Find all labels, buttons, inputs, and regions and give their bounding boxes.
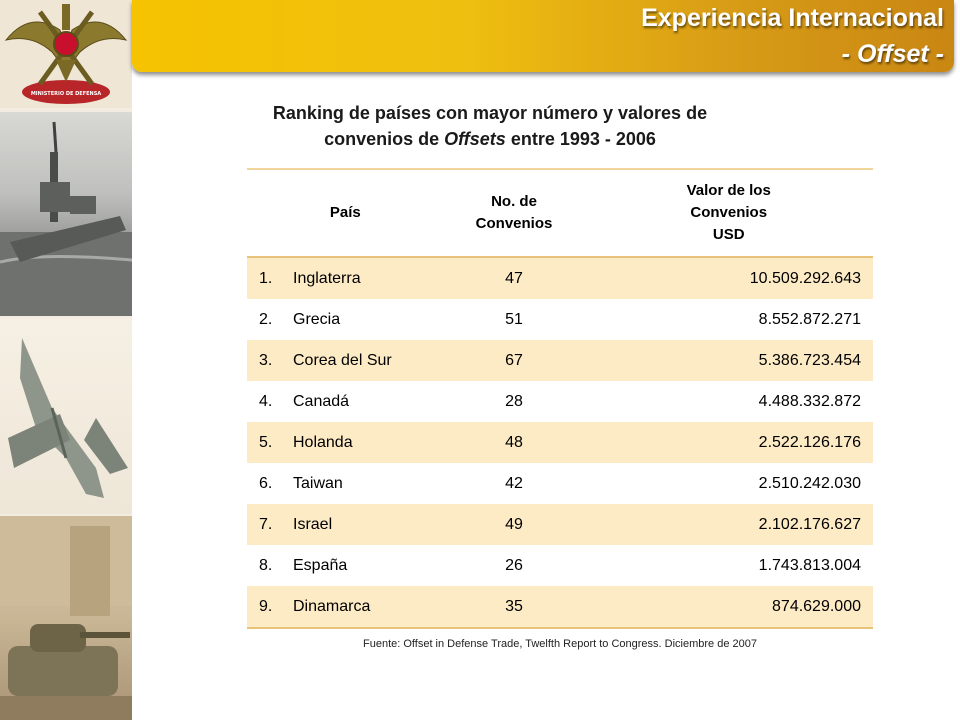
table-heading: Ranking de países con mayor número y val… xyxy=(184,100,796,152)
value-cell: 874.629.000 xyxy=(596,586,873,629)
count-cell: 49 xyxy=(431,504,597,545)
heading-line2-post: entre 1993 - 2006 xyxy=(505,129,656,149)
offset-ranking-table: País No. de Convenios Valor de los Conveni… xyxy=(247,168,873,629)
warship-photo xyxy=(0,112,132,316)
country-cell: 3. Corea del Sur xyxy=(247,340,432,381)
value-cell: 5.386.723.454 xyxy=(596,340,873,381)
count-cell: 47 xyxy=(431,257,597,299)
table-row: 9. Dinamarca 35 874.629.000 xyxy=(247,586,873,629)
count-cell: 26 xyxy=(431,545,597,586)
title-banner: Experiencia Internacional - Offset - xyxy=(132,0,954,72)
value-cell: 8.552.872.271 xyxy=(596,299,873,340)
heading-line2-em: Offsets xyxy=(444,129,506,149)
value-cell: 10.509.292.643 xyxy=(596,257,873,299)
country-cell: 8. España xyxy=(247,545,432,586)
country-cell: 5. Holanda xyxy=(247,422,432,463)
ministry-emblem: MINISTERIO DE DEFENSA xyxy=(0,0,132,108)
page-title: Experiencia Internacional xyxy=(641,4,944,32)
value-cell: 1.743.813.004 xyxy=(596,545,873,586)
value-cell: 2.102.176.627 xyxy=(596,504,873,545)
tank-photo xyxy=(0,516,132,720)
table-row: 3. Corea del Sur 67 5.386.723.454 xyxy=(247,340,873,381)
country-cell: 2. Grecia xyxy=(247,299,432,340)
count-cell: 42 xyxy=(431,463,597,504)
header-country: País xyxy=(247,168,432,258)
header-value: Valor de los Convenios USD xyxy=(596,168,873,258)
country-cell: 7. Israel xyxy=(247,504,432,545)
header-count: No. de Convenios xyxy=(431,168,597,258)
table-row: 1. Inglaterra 47 10.509.292.643 xyxy=(247,257,873,299)
table-row: 4. Canadá 28 4.488.332.872 xyxy=(247,381,873,422)
table-header-row: País No. de Convenios Valor de los Conveni… xyxy=(247,168,873,258)
count-cell: 48 xyxy=(431,422,597,463)
table-row: 8. España 26 1.743.813.004 xyxy=(247,545,873,586)
table-row: 7. Israel 49 2.102.176.627 xyxy=(247,504,873,545)
table-row: 5. Holanda 48 2.522.126.176 xyxy=(247,422,873,463)
count-cell: 28 xyxy=(431,381,597,422)
count-cell: 51 xyxy=(431,299,597,340)
country-cell: 9. Dinamarca xyxy=(247,586,432,629)
value-cell: 2.522.126.176 xyxy=(596,422,873,463)
svg-text:MINISTERIO DE DEFENSA: MINISTERIO DE DEFENSA xyxy=(31,91,101,97)
table-row: 2. Grecia 51 8.552.872.271 xyxy=(247,299,873,340)
count-cell: 35 xyxy=(431,586,597,629)
value-cell: 2.510.242.030 xyxy=(596,463,873,504)
country-cell: 4. Canadá xyxy=(247,381,432,422)
count-cell: 67 xyxy=(431,340,597,381)
heading-line2-pre: convenios de xyxy=(324,129,445,149)
country-cell: 6. Taiwan xyxy=(247,463,432,504)
page-subtitle: - Offset - xyxy=(841,40,944,68)
table-row: 6. Taiwan 42 2.510.242.030 xyxy=(247,463,873,504)
heading-line1: Ranking de países con mayor número y val… xyxy=(272,103,708,123)
fighter-jet-photo xyxy=(0,318,132,514)
side-photo-strip: MINISTERIO DE DEFENSA xyxy=(0,0,132,720)
value-cell: 4.488.332.872 xyxy=(596,381,873,422)
source-note: Fuente: Offset in Defense Trade, Twelfth… xyxy=(363,638,757,650)
country-cell: 1. Inglaterra xyxy=(247,257,432,299)
